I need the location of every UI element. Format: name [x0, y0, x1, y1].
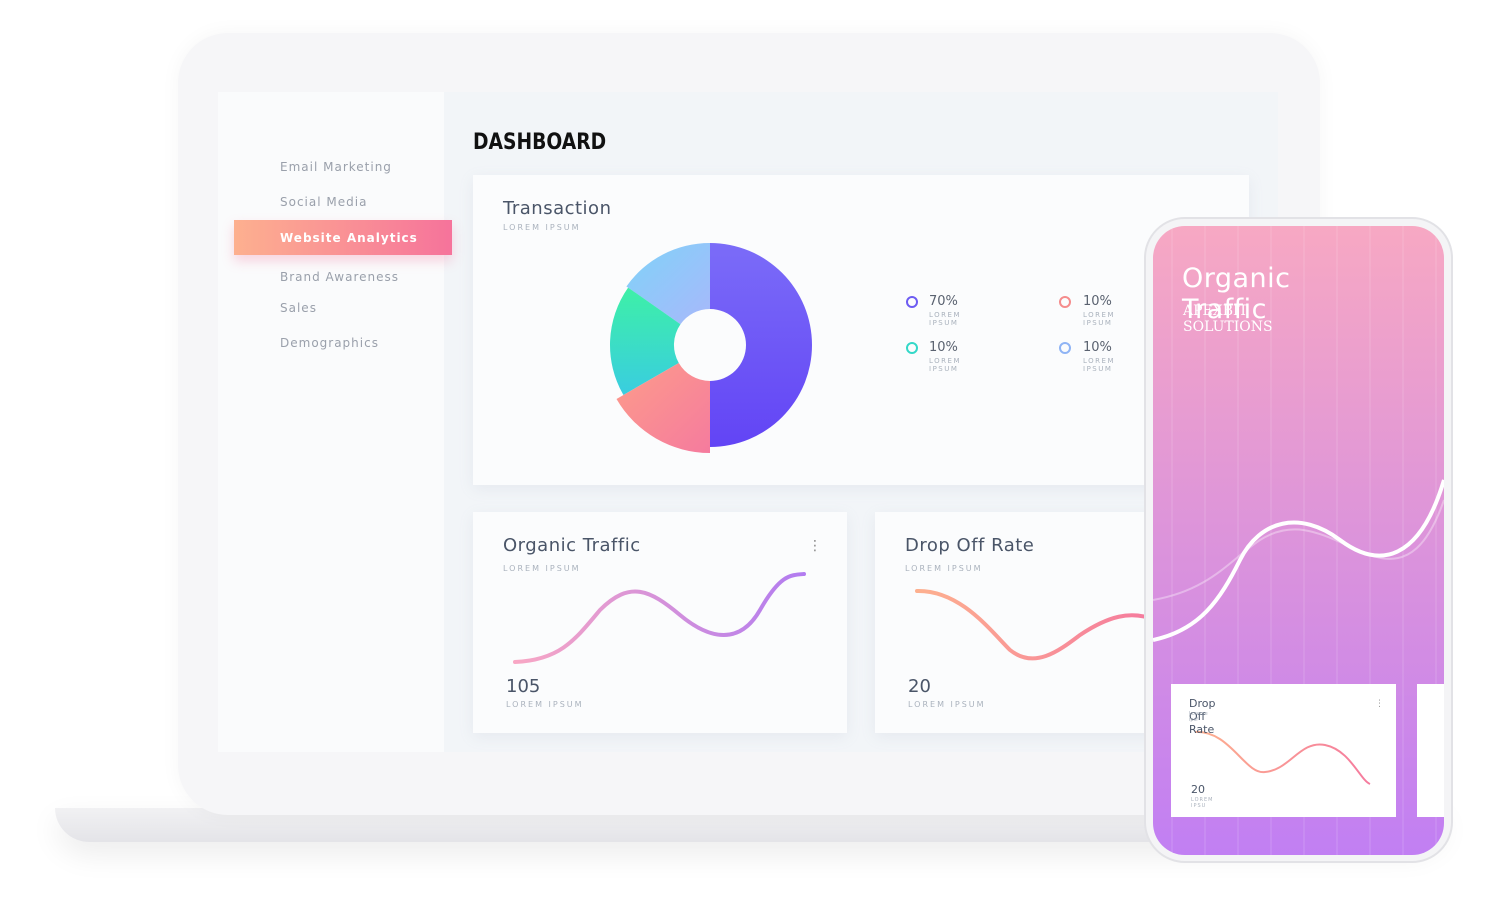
legend-label: LOREM IPSUM — [1083, 357, 1115, 373]
phone-card-wave — [1194, 730, 1371, 785]
legend-label: LOREM IPSUM — [1083, 311, 1115, 327]
legend-value: 10% — [1083, 340, 1112, 355]
phone-screen — [1153, 226, 1444, 855]
phone-card-caption: LOREM IPSU — [1191, 797, 1214, 809]
card-caption: LOREM IPSUM — [506, 700, 584, 709]
phone-wave — [1153, 479, 1444, 642]
organic-wave — [513, 572, 806, 664]
legend-dot — [906, 342, 918, 354]
legend-dot — [1059, 342, 1071, 354]
legend-value: 10% — [929, 340, 958, 355]
legend-label: LOREM IPSUM — [929, 357, 961, 373]
donut-segment — [609, 287, 681, 395]
transaction-card: Transaction LOREM IPSUM — [473, 175, 1249, 485]
dashboard-title: DASHBOARD — [473, 130, 607, 155]
legend-dot — [906, 296, 918, 308]
legend-dot — [1059, 296, 1071, 308]
menu-dots[interactable]: ⋮ — [808, 538, 822, 554]
phone-card-value: 20 — [1191, 783, 1205, 796]
card-subtitle: LOREM IPSUM — [503, 564, 581, 573]
sidebar-item[interactable]: Sales — [280, 301, 317, 315]
card-title: Organic Traffic — [503, 535, 641, 556]
sidebar-active[interactable]: Website Analytics — [234, 220, 452, 255]
legend-label: LOREM IPSUM — [929, 311, 961, 327]
donut-segment — [710, 243, 812, 447]
donut-segment — [626, 243, 710, 325]
sidebar-item[interactable]: Demographics — [280, 336, 379, 350]
sidebar: Email Marketing Social Media Website Ana… — [218, 92, 452, 752]
phone-title: Organic Traffic — [1182, 263, 1291, 325]
phone-card — [1417, 684, 1444, 817]
phone-card — [1171, 684, 1396, 817]
menu-dots[interactable]: ⋮ — [1375, 699, 1384, 709]
donut-segment — [616, 363, 710, 453]
card-caption: LOREM IPSUM — [908, 700, 986, 709]
sidebar-item[interactable]: Social Media — [280, 195, 368, 209]
card-title: Transaction — [503, 198, 612, 219]
sidebar-item-active[interactable]: Website Analytics — [280, 231, 418, 245]
legend-value: 10% — [1083, 294, 1112, 309]
card-title: Drop Off Rate — [905, 535, 1035, 556]
card-subtitle: LOREM IPSUM — [503, 223, 581, 232]
card-subtitle: LOREM IPSUM — [905, 564, 983, 573]
sidebar-item[interactable]: Email Marketing — [280, 160, 392, 174]
donut — [609, 243, 812, 453]
phone-card-title: Drop Off Rate — [1189, 697, 1216, 736]
card-value: 105 — [506, 676, 541, 697]
organic-card: Organic Traffic LOREM IPSUM ⋮ 105 LOREM … — [473, 512, 847, 733]
drop-wave — [915, 588, 1152, 661]
screen: Email Marketing Social Media Website Ana… — [218, 92, 1278, 752]
sidebar-item[interactable]: Brand Awareness — [280, 270, 399, 284]
legend-value: 70% — [929, 294, 958, 309]
phone-wave-shadow — [1153, 499, 1444, 601]
phone-subtitle: APEXBIT SOLUTIONS — [1183, 303, 1273, 335]
phone-card-subtitle: Loreme ipsf — [1189, 711, 1208, 723]
card-value: 20 — [908, 676, 931, 697]
